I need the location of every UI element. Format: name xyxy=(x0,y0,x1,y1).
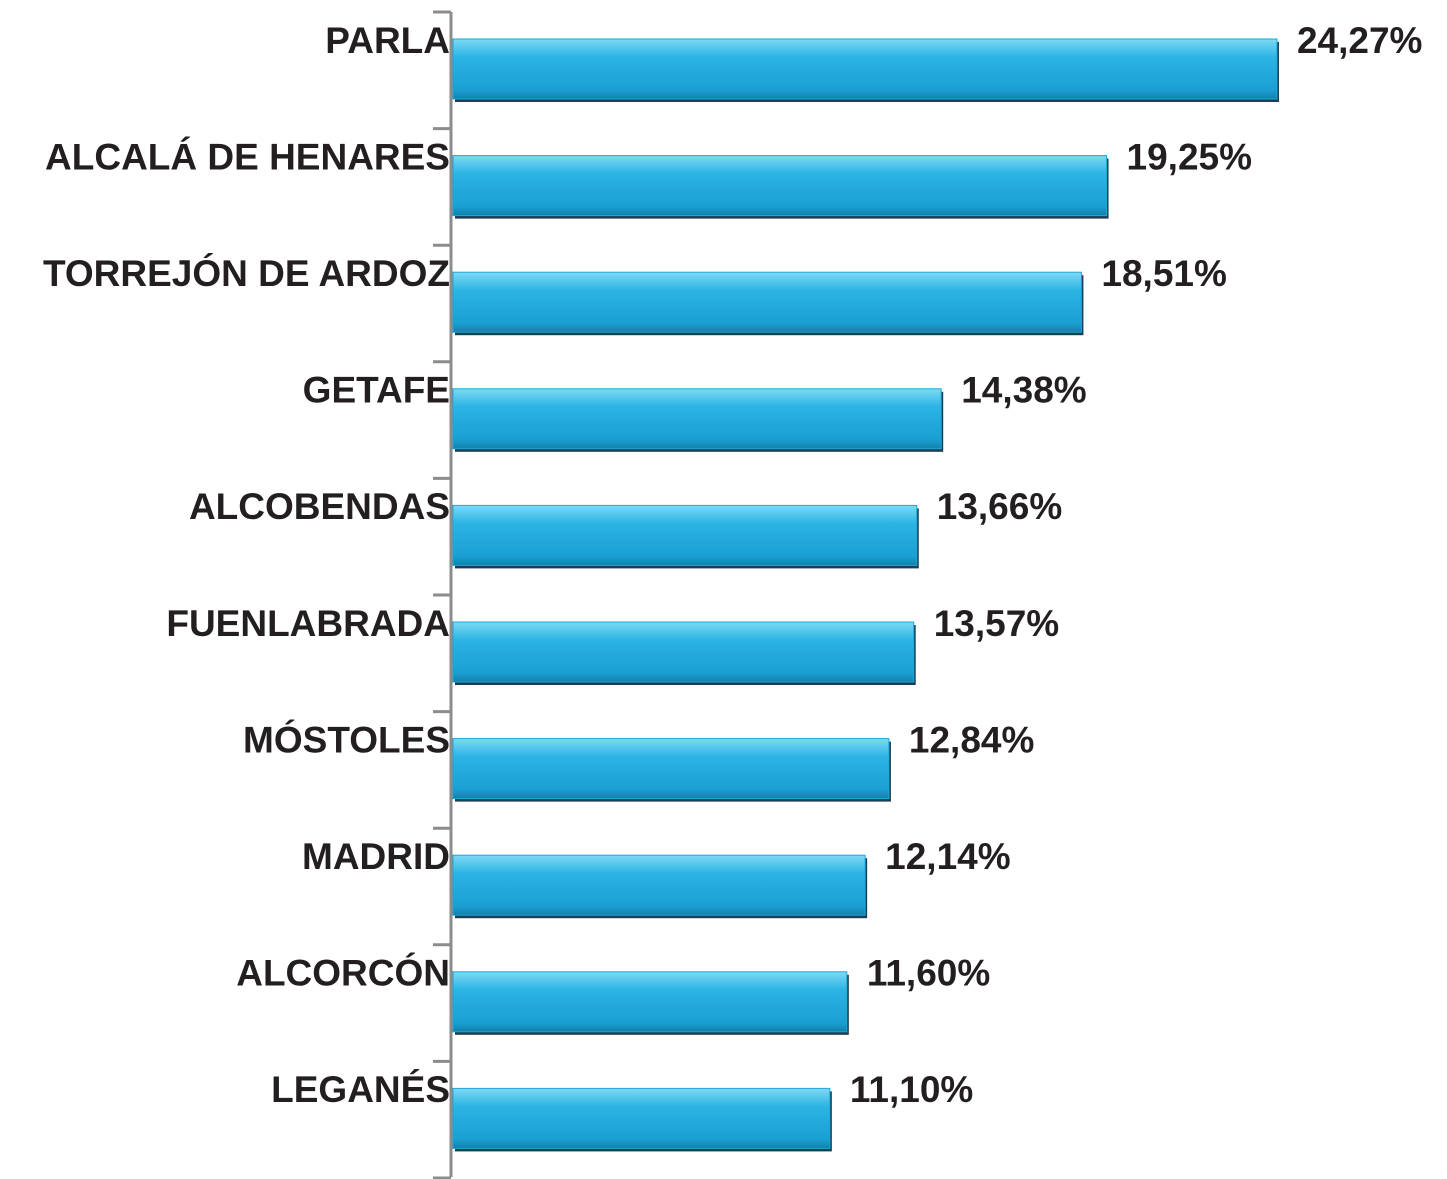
value-label: 12,14% xyxy=(885,836,1011,877)
value-label: 24,27% xyxy=(1297,20,1423,61)
category-label: GETAFE xyxy=(303,370,450,411)
value-label: 14,38% xyxy=(961,370,1086,411)
bar xyxy=(452,155,1108,217)
category-label: TORREJÓN DE ARDOZ xyxy=(43,252,450,294)
category-label: ALCOBENDAS xyxy=(189,486,450,527)
bar xyxy=(452,271,1082,333)
value-label: 13,66% xyxy=(937,486,1063,527)
value-label: 13,57% xyxy=(934,603,1059,644)
bar xyxy=(452,38,1278,100)
value-label: 12,84% xyxy=(909,719,1034,760)
category-label: FUENLABRADA xyxy=(166,603,450,644)
category-label: MÓSTOLES xyxy=(243,718,450,760)
bar xyxy=(452,971,848,1033)
value-label: 19,25% xyxy=(1127,136,1253,177)
bar xyxy=(452,1087,831,1149)
category-label: ALCALÁ DE HENARES xyxy=(45,136,450,177)
bar xyxy=(452,504,918,566)
category-label: ALCORCÓN xyxy=(236,952,450,994)
category-label: PARLA xyxy=(325,20,450,61)
value-label: 11,60% xyxy=(867,953,990,994)
category-label: MADRID xyxy=(302,836,450,877)
category-label: LEGANÉS xyxy=(271,1069,450,1110)
bar xyxy=(452,388,942,450)
value-label: 11,10% xyxy=(850,1069,973,1110)
bar xyxy=(452,621,915,683)
bar xyxy=(452,738,890,800)
value-label: 18,51% xyxy=(1101,253,1227,294)
bar xyxy=(452,854,866,916)
